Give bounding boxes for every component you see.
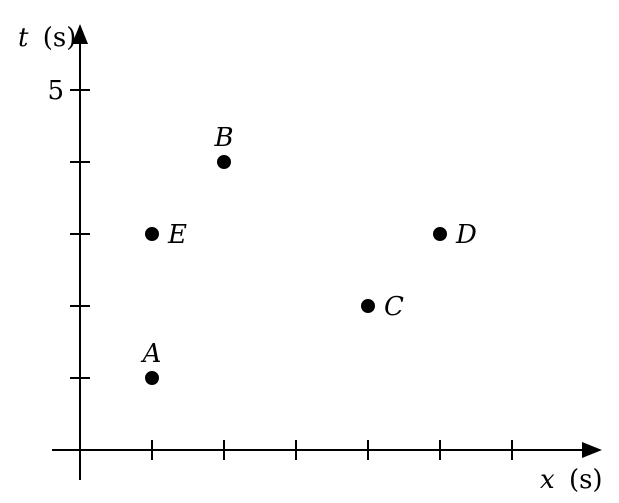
point-label: E (167, 220, 187, 250)
x-axis-unit: (s) (569, 465, 603, 495)
y-axis-title: t (s) (18, 23, 76, 53)
y-axis-variable: t (18, 23, 29, 53)
point-label: A (141, 339, 162, 369)
data-points (145, 155, 447, 385)
point-label: D (455, 220, 477, 250)
y-axis-unit: (s) (43, 23, 77, 53)
x-axis-variable: x (540, 465, 555, 495)
x-axis-arrowhead (582, 442, 602, 458)
point-label: C (384, 292, 404, 322)
data-point (145, 371, 159, 385)
y-tick-labels: 5 (47, 76, 64, 106)
data-point (217, 155, 231, 169)
y-tick-label: 5 (47, 76, 64, 106)
data-point (145, 227, 159, 241)
point-labels: A B C D E (141, 123, 477, 369)
data-point (433, 227, 447, 241)
y-ticks (70, 89, 90, 379)
data-point (361, 299, 375, 313)
x-ticks (151, 440, 513, 460)
axes (52, 24, 602, 480)
y-axis-arrowhead (72, 24, 88, 44)
x-axis-title: x (s) (540, 465, 603, 495)
point-label: B (213, 123, 233, 153)
